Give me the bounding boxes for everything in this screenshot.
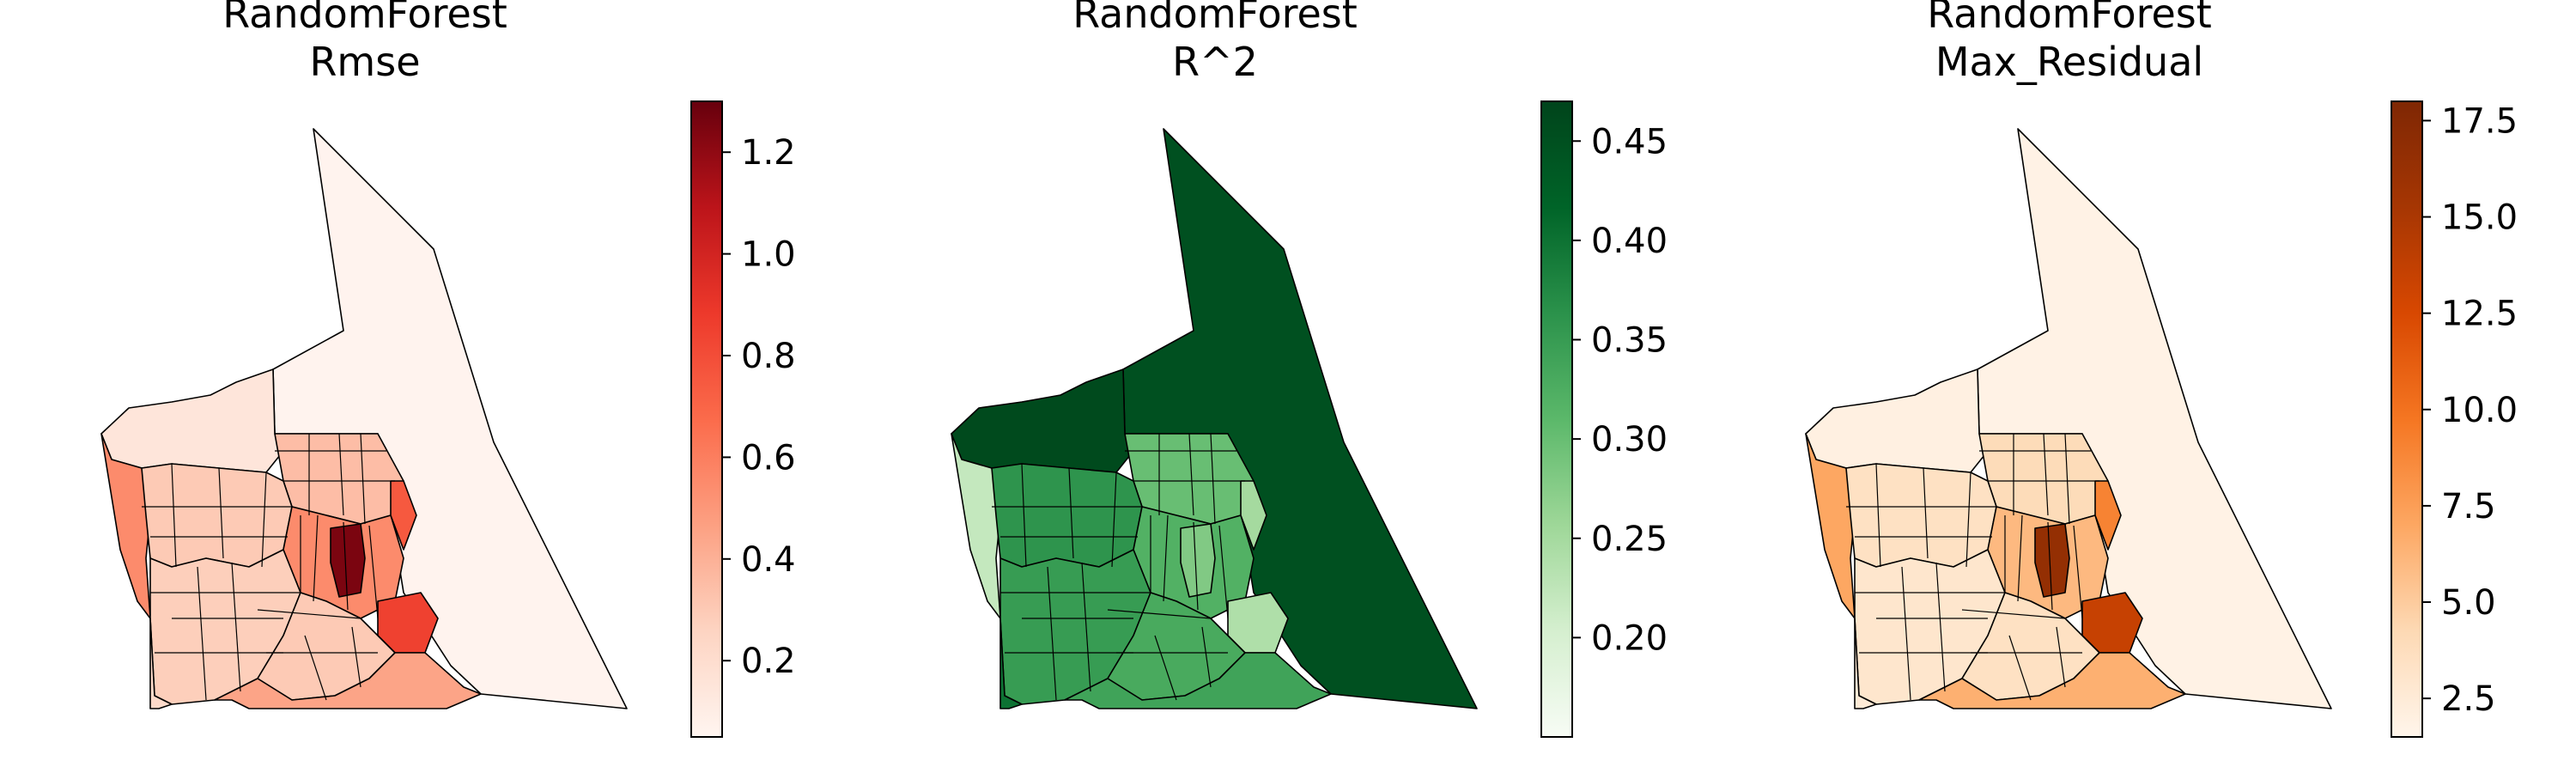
district-boundary xyxy=(360,433,366,525)
district-boundary xyxy=(231,562,241,692)
colorbar-gradient xyxy=(690,100,723,738)
district-boundary xyxy=(1901,566,1911,701)
colorbar-tick-label: 0.30 xyxy=(1591,420,1668,460)
map-region-east xyxy=(1240,480,1267,551)
district-boundary xyxy=(257,609,361,619)
colorbar-tick-label: 0.2 xyxy=(741,642,796,681)
district-boundary xyxy=(2073,525,2083,619)
colorbar: 0.2 0.4 0.6 0.8 1.0 1.2 xyxy=(690,100,796,738)
panel-title: RandomForest xyxy=(1927,0,2212,37)
map-region-northwest xyxy=(951,368,1134,473)
district-boundary xyxy=(1154,635,1177,701)
colorbar-tick-label: 10.0 xyxy=(2441,391,2518,430)
district-boundary xyxy=(1210,433,1216,525)
map-region-northwest xyxy=(1805,368,1989,473)
colorbar-tick-label: 0.35 xyxy=(1591,321,1668,361)
district-boundary xyxy=(1218,525,1229,619)
district-boundary xyxy=(1965,472,1971,568)
colorbar-tick-label: 0.20 xyxy=(1591,618,1668,658)
district-boundary xyxy=(313,514,319,602)
district-boundary xyxy=(1935,562,1946,692)
colorbar: 2.5 5.0 7.5 10.0 12.5 15.0 17.5 xyxy=(2391,100,2518,738)
district-boundary xyxy=(197,566,207,701)
colorbar-tick-label: 1.2 xyxy=(741,133,796,173)
district-boundary xyxy=(261,472,267,568)
colorbar-tick-label: 12.5 xyxy=(2441,295,2518,334)
panel-subtitle: Rmse xyxy=(309,39,420,85)
district-boundary xyxy=(2056,626,2066,688)
district-boundary xyxy=(2047,521,2053,611)
map-region-center-west xyxy=(1845,463,1997,568)
district-boundary xyxy=(1107,609,1212,619)
colorbar-tick-label: 7.5 xyxy=(2441,487,2496,526)
map-region-south-strip xyxy=(1064,652,1332,709)
district-boundary xyxy=(1961,609,2066,619)
district-boundary xyxy=(304,635,327,701)
district-boundary xyxy=(2064,433,2070,525)
map-region-east xyxy=(2094,480,2122,551)
colorbar-gradient xyxy=(2391,100,2423,738)
district-boundary xyxy=(368,525,379,619)
district-boundary xyxy=(1875,463,1881,568)
district-boundary xyxy=(2043,433,2049,516)
panel-subtitle: Max_Residual xyxy=(1935,39,2203,85)
map-region-south-strip xyxy=(1918,652,2186,709)
map-region-southwest xyxy=(999,618,1023,709)
colorbar-tick-label: 0.25 xyxy=(1591,520,1668,559)
district-boundary xyxy=(1163,514,1169,602)
panel-title: RandomForest xyxy=(222,0,507,37)
map-region-hotspot xyxy=(2034,523,2070,598)
colorbar-tick-label: 0.4 xyxy=(741,540,796,580)
district-boundary xyxy=(1047,566,1057,701)
district-boundary xyxy=(351,626,361,688)
colorbar-tick-label: 0.6 xyxy=(741,438,796,478)
colorbar-tick-label: 2.5 xyxy=(2441,679,2496,719)
colorbar-tick-label: 0.8 xyxy=(741,337,796,376)
map-region-center-west xyxy=(141,463,293,568)
colorbar-tick-label: 15.0 xyxy=(2441,198,2518,238)
map-panel-rmse: RandomForest Rmse 0.2 0.4 0.6 0.8 1.0 1.2 xyxy=(100,0,796,738)
map-region-west-coast xyxy=(951,433,1001,619)
district-boundary xyxy=(343,521,349,611)
district-boundary xyxy=(1021,463,1027,568)
map-region-center-west xyxy=(991,463,1143,568)
district-boundary xyxy=(1081,562,1091,692)
district-boundary xyxy=(1193,521,1199,611)
map-region-hotspot xyxy=(330,523,366,598)
panel-title: RandomForest xyxy=(1072,0,1358,37)
map-region-west-coast xyxy=(1805,433,1856,619)
colorbar-tick-label: 0.40 xyxy=(1591,222,1668,261)
map-region-southwest xyxy=(1854,618,1877,709)
district-boundary xyxy=(338,433,344,516)
colorbar-gradient xyxy=(1540,100,1573,738)
district-boundary xyxy=(1188,433,1194,516)
colorbar-tick-label: 1.0 xyxy=(741,235,796,275)
choropleth-map xyxy=(100,128,628,709)
map-panel-max-residual: RandomForest Max_Residual 2.5 5.0 7.5 10.0 1… xyxy=(1805,0,2518,738)
district-boundary xyxy=(171,463,177,568)
map-region-northwest xyxy=(100,368,284,473)
choropleth-map xyxy=(1805,128,2332,709)
map-region-hotspot xyxy=(1180,523,1216,598)
choropleth-map xyxy=(951,128,1478,709)
district-boundary xyxy=(1201,626,1212,688)
colorbar-tick-label: 5.0 xyxy=(2441,583,2496,623)
district-boundary xyxy=(2008,635,2032,701)
colorbar: 0.20 0.25 0.30 0.35 0.40 0.45 xyxy=(1540,100,1668,738)
district-boundary xyxy=(1923,467,1929,559)
map-panel-r2: RandomForest R^2 0.20 0.25 0.30 0.35 0.40 0.4… xyxy=(951,0,1668,738)
colorbar-tick-label: 17.5 xyxy=(2441,101,2518,141)
district-boundary xyxy=(1068,467,1074,559)
district-boundary xyxy=(2017,514,2023,602)
map-region-southwest xyxy=(149,618,173,709)
map-region-west-coast xyxy=(100,433,151,619)
colorbar-tick-label: 0.45 xyxy=(1591,122,1668,161)
map-region-east xyxy=(390,480,417,551)
district-boundary xyxy=(1111,472,1117,568)
panel-subtitle: R^2 xyxy=(1172,39,1258,85)
map-region-south-strip xyxy=(214,652,482,709)
district-boundary xyxy=(218,467,224,559)
